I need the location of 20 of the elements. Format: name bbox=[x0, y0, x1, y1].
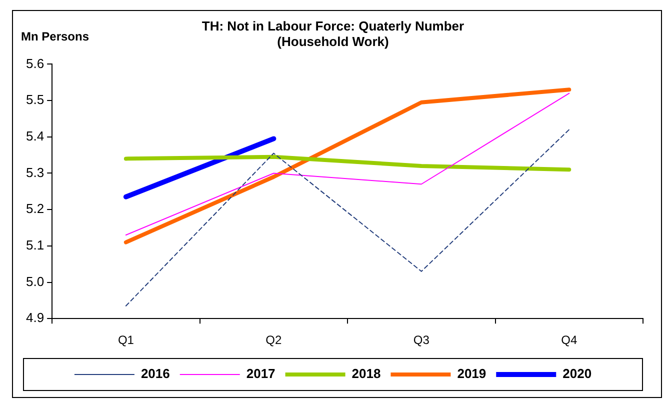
legend-label: 2018 bbox=[352, 366, 381, 382]
y-tick-label: 5.2 bbox=[26, 201, 44, 216]
y-tick-label: 5.6 bbox=[26, 56, 44, 71]
y-tick-label: 5.1 bbox=[26, 237, 44, 252]
y-tick-label: 5.0 bbox=[26, 274, 44, 289]
x-tick-label: Q3 bbox=[413, 333, 430, 348]
chart-title: TH: Not in Labour Force: Quaterly Number (Household Work) bbox=[202, 18, 464, 49]
legend-label: 2016 bbox=[140, 366, 170, 382]
y-tick-label: 5.3 bbox=[26, 164, 44, 180]
legend-label: 2017 bbox=[246, 366, 276, 382]
y-axis-title: Mn Persons bbox=[21, 29, 90, 44]
x-tick-label: Q4 bbox=[561, 333, 578, 348]
y-tick-label: 5.4 bbox=[26, 128, 44, 144]
legend-label: 2019 bbox=[457, 366, 486, 382]
y-tick-label: 5.5 bbox=[26, 92, 44, 108]
x-tick-label: Q2 bbox=[266, 333, 282, 348]
y-tick-label: 4.9 bbox=[26, 310, 44, 326]
legend-label: 2020 bbox=[562, 366, 592, 382]
line-series bbox=[125, 129, 570, 306]
x-tick-label: Q1 bbox=[118, 333, 134, 348]
